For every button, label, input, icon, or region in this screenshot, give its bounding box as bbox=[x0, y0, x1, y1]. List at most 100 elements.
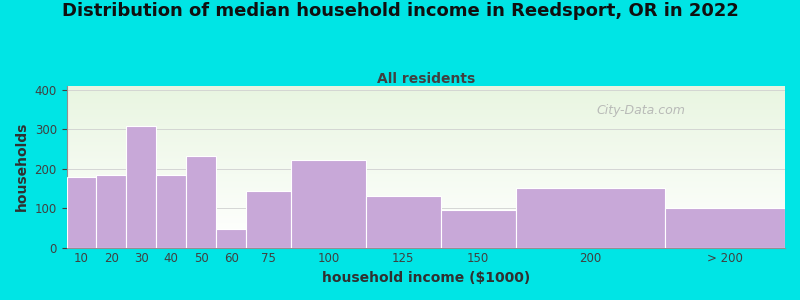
Bar bbox=[66, 161, 785, 162]
Bar bbox=[66, 165, 785, 166]
Bar bbox=[66, 122, 785, 123]
Bar bbox=[66, 154, 785, 155]
Bar bbox=[66, 174, 785, 175]
Bar bbox=[66, 216, 785, 217]
Bar bbox=[291, 160, 366, 248]
Bar bbox=[66, 128, 785, 129]
Bar bbox=[66, 142, 785, 143]
Bar bbox=[66, 180, 785, 181]
Bar bbox=[66, 133, 785, 134]
Bar bbox=[66, 160, 785, 161]
Bar bbox=[66, 93, 785, 94]
Bar bbox=[66, 103, 785, 104]
Bar bbox=[66, 94, 785, 95]
Bar bbox=[66, 215, 785, 216]
Bar bbox=[66, 221, 785, 222]
Bar bbox=[66, 235, 785, 236]
Bar bbox=[515, 188, 666, 248]
Bar bbox=[66, 144, 785, 145]
Bar bbox=[66, 100, 785, 101]
Bar bbox=[66, 231, 785, 232]
Text: City-Data.com: City-Data.com bbox=[597, 104, 686, 117]
Bar bbox=[441, 210, 515, 248]
Bar bbox=[66, 115, 785, 116]
Bar bbox=[66, 200, 785, 201]
Bar bbox=[66, 110, 785, 111]
Bar bbox=[66, 193, 785, 194]
Bar bbox=[126, 126, 156, 248]
Bar bbox=[66, 126, 785, 127]
Bar bbox=[66, 168, 785, 169]
Bar bbox=[66, 140, 785, 141]
Bar bbox=[66, 118, 785, 119]
Bar bbox=[66, 234, 785, 235]
Bar bbox=[66, 141, 785, 142]
Bar bbox=[66, 212, 785, 213]
Bar bbox=[66, 132, 785, 133]
Bar bbox=[66, 210, 785, 211]
Bar bbox=[66, 108, 785, 109]
Bar bbox=[66, 173, 785, 174]
Bar bbox=[66, 187, 785, 188]
Bar bbox=[66, 224, 785, 225]
Bar bbox=[66, 203, 785, 204]
Bar bbox=[66, 228, 785, 229]
Bar bbox=[66, 177, 97, 247]
Bar bbox=[66, 220, 785, 221]
Bar bbox=[66, 242, 785, 243]
Bar bbox=[66, 97, 785, 98]
Text: Distribution of median household income in Reedsport, OR in 2022: Distribution of median household income … bbox=[62, 2, 738, 20]
Bar bbox=[66, 124, 785, 125]
Bar bbox=[66, 102, 785, 103]
Bar bbox=[66, 183, 785, 184]
Bar bbox=[66, 190, 785, 191]
Bar bbox=[66, 209, 785, 210]
Bar bbox=[66, 199, 785, 200]
Bar bbox=[66, 166, 785, 167]
Bar bbox=[66, 219, 785, 220]
Bar bbox=[66, 150, 785, 151]
Bar bbox=[66, 138, 785, 139]
Bar bbox=[66, 136, 785, 137]
Bar bbox=[66, 225, 785, 226]
Bar bbox=[66, 246, 785, 247]
Bar bbox=[66, 227, 785, 228]
Bar bbox=[66, 125, 785, 126]
Bar bbox=[66, 201, 785, 202]
Bar bbox=[66, 151, 785, 152]
Bar bbox=[66, 229, 785, 230]
Bar bbox=[66, 152, 785, 153]
Bar bbox=[66, 226, 785, 227]
Bar bbox=[66, 87, 785, 88]
Bar bbox=[66, 106, 785, 107]
Bar bbox=[246, 191, 291, 247]
Bar bbox=[66, 105, 785, 106]
Bar bbox=[66, 238, 785, 239]
Y-axis label: households: households bbox=[15, 122, 29, 212]
Bar bbox=[66, 113, 785, 114]
Bar bbox=[66, 171, 785, 172]
Bar bbox=[66, 241, 785, 242]
Bar bbox=[66, 136, 785, 137]
Bar bbox=[66, 131, 785, 132]
Bar bbox=[66, 185, 785, 186]
Bar bbox=[66, 109, 785, 110]
Bar bbox=[666, 208, 785, 248]
Bar bbox=[66, 157, 785, 158]
Bar bbox=[66, 158, 785, 159]
Bar bbox=[66, 155, 785, 156]
Bar bbox=[66, 214, 785, 215]
Bar bbox=[66, 194, 785, 195]
Bar bbox=[66, 99, 785, 100]
Bar bbox=[66, 196, 785, 197]
Bar bbox=[66, 205, 785, 206]
Bar bbox=[66, 191, 785, 192]
Bar bbox=[66, 149, 785, 150]
Bar bbox=[66, 167, 785, 168]
Bar bbox=[66, 120, 785, 121]
Bar bbox=[66, 243, 785, 244]
Bar bbox=[66, 90, 785, 91]
Bar bbox=[66, 117, 785, 118]
Bar bbox=[66, 130, 785, 131]
Bar bbox=[66, 159, 785, 160]
